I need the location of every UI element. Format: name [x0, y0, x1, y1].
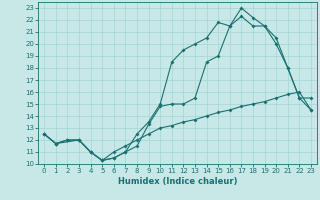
X-axis label: Humidex (Indice chaleur): Humidex (Indice chaleur)	[118, 177, 237, 186]
